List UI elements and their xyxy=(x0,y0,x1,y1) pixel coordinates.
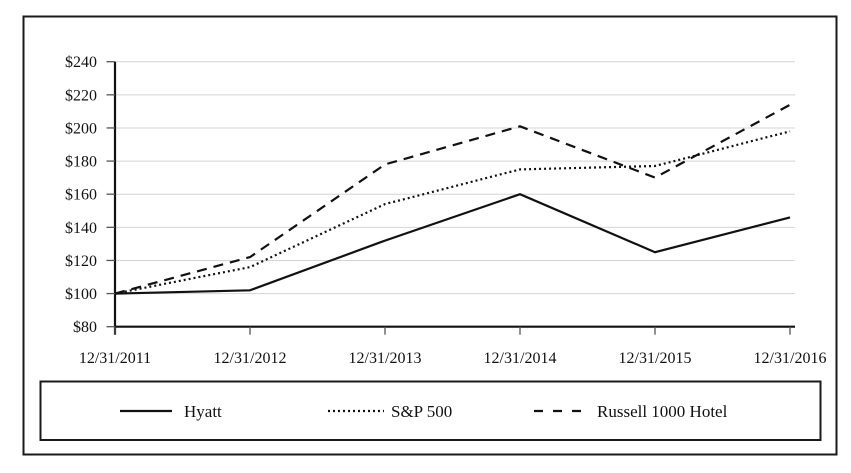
legend-box xyxy=(39,380,822,441)
y-axis: $240 $220 $200 $180 $160 $140 $120 $100 $80 xyxy=(65,54,117,336)
x-tick-label: 12/31/2011 xyxy=(79,350,151,367)
series-lines xyxy=(114,103,791,295)
y-tick-label: $80 xyxy=(73,319,97,336)
x-tick-label: 12/31/2016 xyxy=(754,350,827,367)
y-tick-label: $180 xyxy=(65,154,97,171)
y-tick-label: $140 xyxy=(65,220,97,237)
y-tick-label: $240 xyxy=(65,54,97,71)
y-tick-label: $120 xyxy=(65,253,97,270)
y-tick-label: $220 xyxy=(65,87,97,104)
y-tick-label: $160 xyxy=(65,187,97,204)
series-line-hyatt xyxy=(114,193,791,295)
legend-label: Hyatt xyxy=(184,402,222,421)
x-tick-label: 12/31/2012 xyxy=(214,350,287,367)
series-line-s-p-500 xyxy=(114,130,791,295)
series-line-russell-1000-hotel xyxy=(114,103,791,295)
y-tick-label: $100 xyxy=(65,286,97,303)
x-tick-label: 12/31/2015 xyxy=(619,350,692,367)
chart-outer-frame xyxy=(22,15,838,456)
x-tick-label: 12/31/2013 xyxy=(349,350,422,367)
legend-label: Russell 1000 Hotel xyxy=(597,402,728,421)
legend-label: S&P 500 xyxy=(391,402,452,421)
x-axis: 12/31/2011 12/31/2012 12/31/2013 12/31/2014… xyxy=(79,325,827,367)
y-tick-label: $200 xyxy=(65,120,97,137)
legend: Hyatt S&P 500 Russell 1000 Hotel xyxy=(39,380,822,441)
gridlines xyxy=(115,61,795,295)
x-tick-label: 12/31/2014 xyxy=(484,350,557,367)
